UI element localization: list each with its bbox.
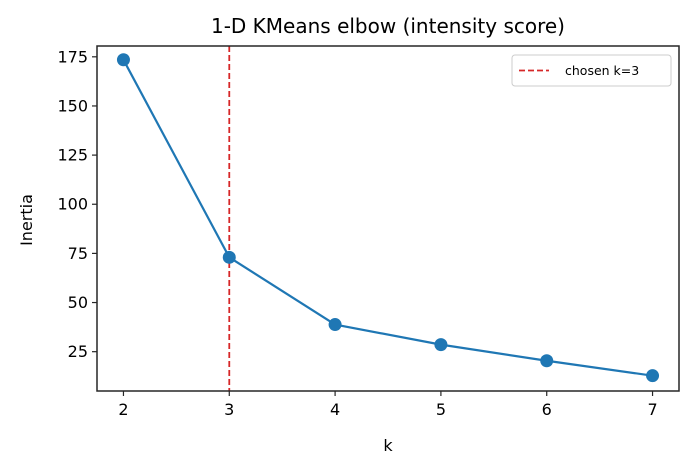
x-tick-label: 2 xyxy=(118,400,128,419)
data-point-marker xyxy=(222,250,236,264)
y-tick-label: 100 xyxy=(57,195,88,214)
data-point-marker xyxy=(434,338,448,352)
y-axis-label: Inertia xyxy=(17,194,36,246)
data-point-marker xyxy=(646,369,660,383)
legend-box xyxy=(511,54,672,87)
chart-title: 1-D KMeans elbow (intensity score) xyxy=(211,14,565,38)
y-tick-label: 175 xyxy=(57,47,88,66)
y-tick-label: 25 xyxy=(68,342,88,361)
x-tick-label: 7 xyxy=(647,400,657,419)
axes-frame xyxy=(96,45,680,392)
x-tick-label: 3 xyxy=(224,400,234,419)
legend-label: chosen k=3 xyxy=(565,63,639,78)
data-point-marker xyxy=(328,318,342,332)
x-axis-ticks: 2 3 4 5 6 7 xyxy=(118,391,658,419)
x-tick-label: 4 xyxy=(330,400,340,419)
plot-area xyxy=(116,46,660,391)
y-axis-ticks: 25 50 75 100 125 150 175 xyxy=(57,47,97,361)
y-tick-label: 50 xyxy=(68,293,88,312)
x-axis-label: k xyxy=(383,436,393,455)
y-tick-label: 75 xyxy=(68,244,88,263)
inertia-line xyxy=(122,59,653,377)
data-point-marker xyxy=(116,53,130,67)
y-tick-label: 125 xyxy=(57,146,88,165)
data-point-marker xyxy=(540,354,554,368)
x-tick-label: 6 xyxy=(542,400,552,419)
legend: chosen k=3 xyxy=(511,54,672,87)
x-tick-label: 5 xyxy=(436,400,446,419)
y-tick-label: 150 xyxy=(57,96,88,115)
